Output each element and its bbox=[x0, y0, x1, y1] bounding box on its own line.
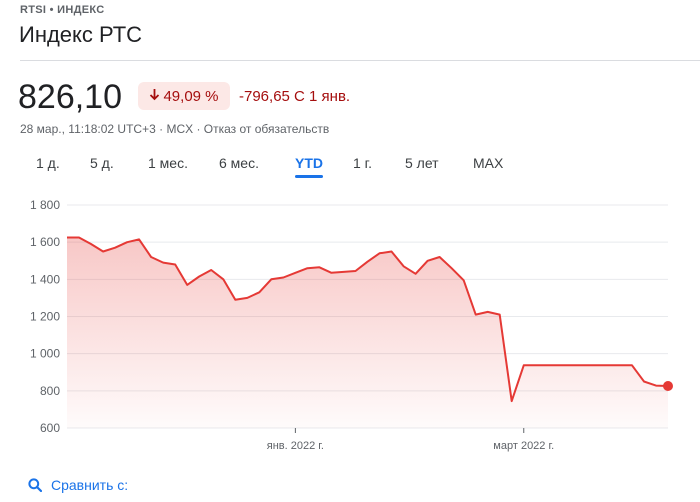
y-tick-label: 1 600 bbox=[30, 235, 60, 249]
x-tick-label: март 2022 г. bbox=[493, 440, 554, 452]
price-chart[interactable]: 1 800 1 600 1 400 1 200 1 000 800 600 янв. 2022… bbox=[0, 190, 700, 460]
y-tick-label: 1 200 bbox=[30, 310, 60, 324]
current-price: 826,10 bbox=[18, 78, 122, 116]
series-line bbox=[67, 236, 669, 403]
current-value-point bbox=[663, 381, 673, 392]
tab-5-days[interactable]: 5 д. bbox=[90, 155, 114, 171]
tab-ytd[interactable]: YTD bbox=[295, 155, 323, 178]
y-tick-label: 600 bbox=[40, 421, 60, 435]
change-absolute: -796,65 С 1 янв. bbox=[239, 88, 351, 105]
tab-1-month[interactable]: 1 мес. bbox=[148, 155, 188, 171]
tab-6-months[interactable]: 6 мес. bbox=[219, 155, 259, 171]
ticker-label: RTSI • ИНДЕКС bbox=[20, 4, 105, 16]
header-divider bbox=[20, 60, 700, 61]
y-tick-label: 1 400 bbox=[30, 272, 60, 286]
period-tabs: 1 д. 5 д. 1 мес. 6 мес. YTD 1 г. 5 лет M… bbox=[0, 155, 700, 179]
arrow-down-icon bbox=[149, 88, 160, 105]
x-tick-label: янв. 2022 г. bbox=[267, 440, 324, 452]
y-tick-label: 1 000 bbox=[30, 347, 60, 361]
tab-1-day[interactable]: 1 д. bbox=[36, 155, 60, 171]
quote-meta: 28 мар., 11:18:02 UTC+3 · MCX · Отказ от… bbox=[20, 122, 330, 136]
change-percent-badge: 49,09 % bbox=[138, 82, 230, 110]
y-tick-label: 1 800 bbox=[30, 198, 60, 212]
tab-max[interactable]: MAX bbox=[473, 155, 504, 171]
page-title: Индекс РТС bbox=[19, 22, 143, 47]
compare-label: Сравнить с: bbox=[51, 477, 129, 493]
area-fill bbox=[67, 237, 668, 428]
y-tick-label: 800 bbox=[40, 384, 60, 398]
change-percent-value: 49,09 % bbox=[163, 87, 219, 105]
tab-1-year[interactable]: 1 г. bbox=[353, 155, 372, 171]
tab-5-years[interactable]: 5 лет bbox=[405, 155, 439, 171]
compare-button[interactable]: Сравнить с: bbox=[28, 477, 128, 493]
search-icon bbox=[28, 478, 42, 492]
